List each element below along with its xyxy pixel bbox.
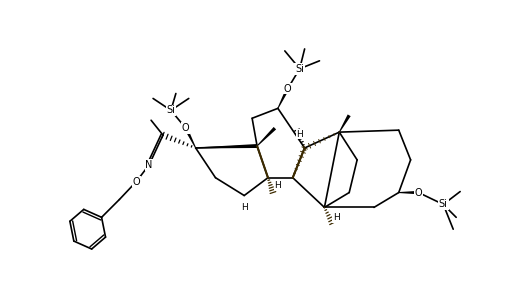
- Polygon shape: [196, 144, 257, 148]
- Text: N: N: [145, 160, 153, 170]
- Text: Si: Si: [295, 64, 304, 74]
- Polygon shape: [257, 127, 276, 146]
- Text: O: O: [182, 123, 189, 133]
- Text: O: O: [415, 187, 422, 198]
- Text: Si: Si: [167, 105, 176, 115]
- Text: H: H: [333, 213, 340, 222]
- Text: Si: Si: [439, 199, 448, 209]
- Polygon shape: [278, 88, 289, 109]
- Polygon shape: [184, 127, 196, 148]
- Polygon shape: [398, 191, 419, 194]
- Text: H: H: [275, 181, 281, 190]
- Polygon shape: [339, 114, 351, 132]
- Text: O: O: [284, 84, 292, 93]
- Text: H: H: [296, 130, 303, 139]
- Text: H: H: [241, 203, 247, 212]
- Text: O: O: [132, 177, 140, 187]
